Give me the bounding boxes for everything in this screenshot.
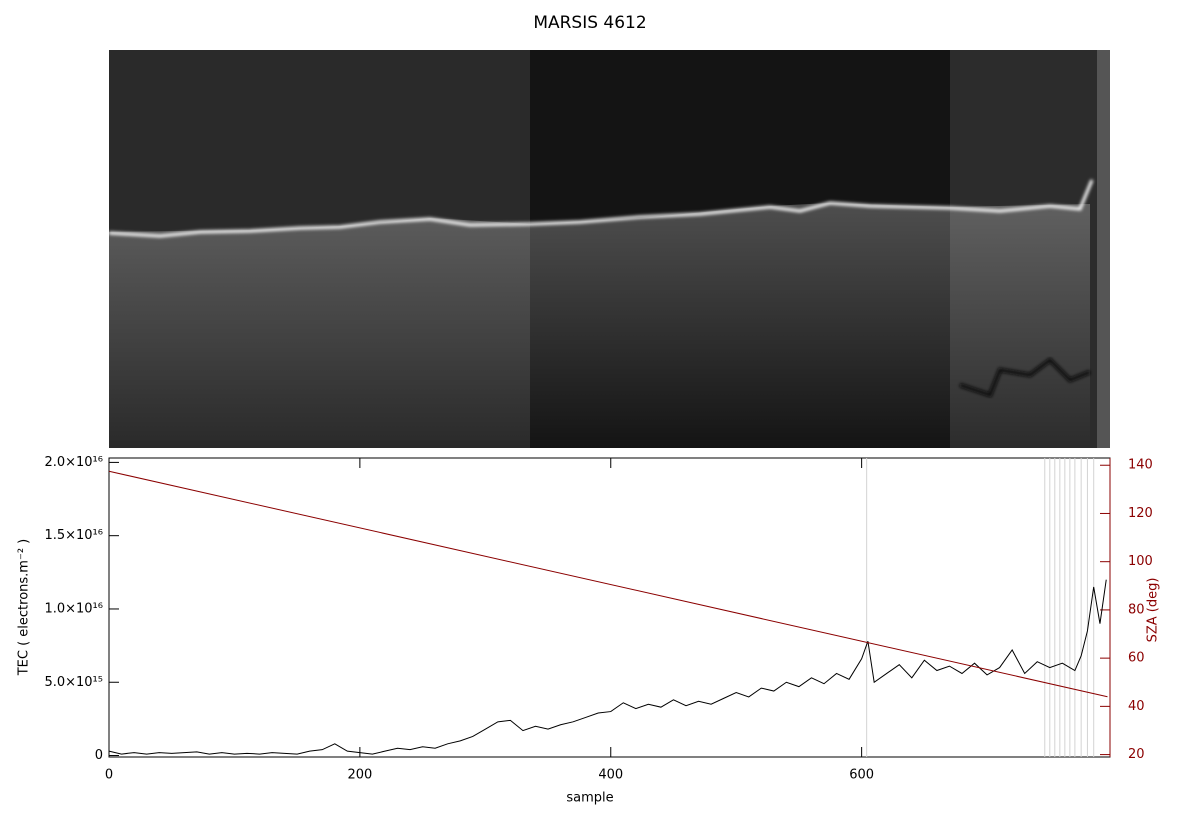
y-axis-label: TEC ( electrons.m⁻² ) xyxy=(17,539,32,677)
tec-line xyxy=(108,579,1107,755)
y-tick-label: 1.0×10¹⁶ xyxy=(44,601,103,616)
x-tick-label: 0 xyxy=(105,768,113,783)
surface-echo xyxy=(108,179,1094,238)
chart-title: MARSIS 4612 xyxy=(533,13,646,33)
radargram xyxy=(108,50,1110,448)
y2-tick-label: 60 xyxy=(1128,651,1145,666)
subsurface-echo xyxy=(109,203,1090,448)
x-tick-label: 200 xyxy=(347,768,372,783)
y2-axis-label: SZA (deg) xyxy=(1146,578,1161,643)
y2-tick-label: 20 xyxy=(1128,747,1145,762)
sza-line xyxy=(108,470,1108,698)
x-tick-label: 400 xyxy=(598,768,623,783)
y-tick-label: 0 xyxy=(95,748,103,763)
y2-tick-label: 140 xyxy=(1128,458,1153,473)
y2-tick-label: 80 xyxy=(1128,602,1145,617)
deep-feature xyxy=(959,357,1091,398)
y-tick-label: 1.5×10¹⁶ xyxy=(44,528,103,543)
x-axis-label: sample xyxy=(566,791,613,806)
x-tick-label: 600 xyxy=(849,768,874,783)
y-tick-label: 2.0×10¹⁶ xyxy=(44,455,103,470)
y-tick-label: 5.0×10¹⁵ xyxy=(44,675,103,690)
radargram-edge xyxy=(1097,50,1110,448)
y2-tick-label: 40 xyxy=(1128,699,1145,714)
y2-tick-label: 120 xyxy=(1128,506,1153,521)
y2-tick-label: 100 xyxy=(1128,554,1153,569)
